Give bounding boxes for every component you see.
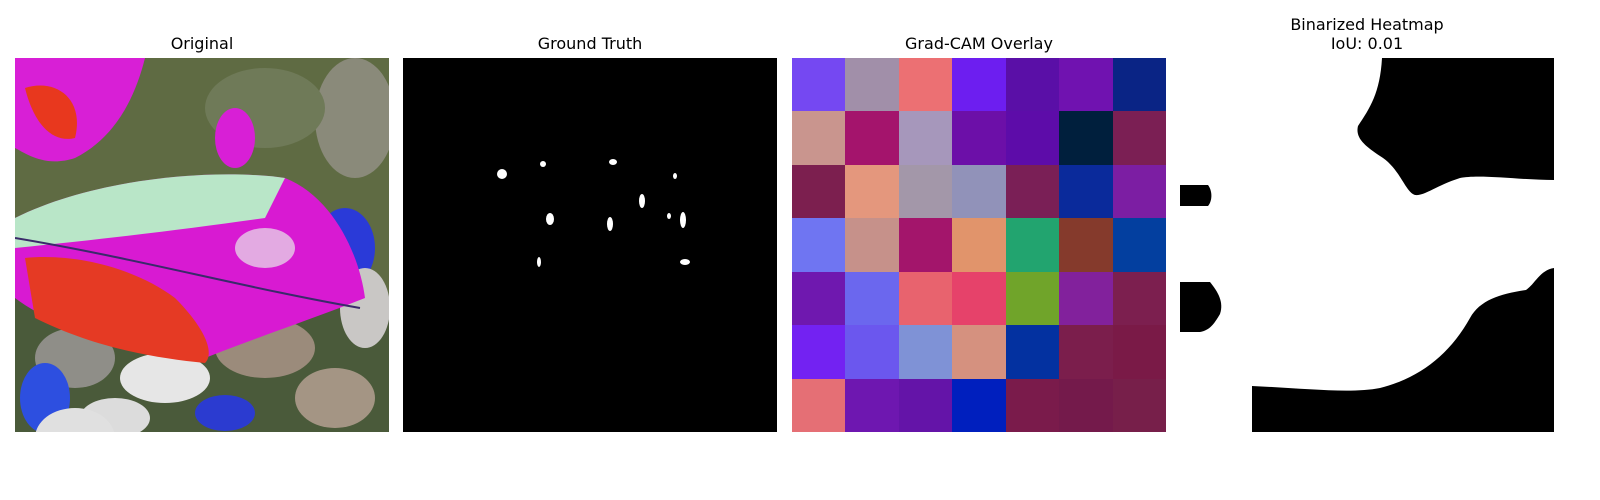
gradcam-cell bbox=[1005, 271, 1060, 326]
gradcam-cell bbox=[1005, 58, 1060, 112]
gradcam-title: Grad-CAM Overlay bbox=[905, 34, 1053, 53]
gradcam-cell bbox=[792, 271, 846, 326]
original-title: Original bbox=[170, 34, 234, 53]
gradcam-cell bbox=[792, 164, 846, 219]
gradcam-cell bbox=[898, 111, 953, 165]
gradcam-cell bbox=[845, 325, 899, 379]
gradcam-cell bbox=[952, 58, 1006, 112]
gradcam-cell bbox=[1059, 58, 1113, 112]
mask-blobs bbox=[403, 58, 777, 432]
gradcam-grid bbox=[792, 58, 1166, 432]
gradcam-cell bbox=[1005, 378, 1060, 432]
gradcam-cell bbox=[845, 164, 899, 219]
ground-truth-title: Ground Truth bbox=[537, 34, 643, 53]
gradcam-cell bbox=[792, 378, 846, 432]
gradcam-cell bbox=[952, 218, 1006, 272]
gradcam-cell bbox=[1059, 378, 1113, 432]
gradcam-cell bbox=[1112, 111, 1166, 165]
original-image bbox=[15, 58, 389, 432]
gradcam-cell bbox=[1059, 218, 1113, 272]
gradcam-cell bbox=[898, 271, 953, 326]
gradcam-cell bbox=[845, 58, 899, 112]
binary-mask bbox=[1180, 58, 1554, 432]
gradcam-cell bbox=[1059, 111, 1113, 165]
gradcam-cell bbox=[898, 325, 953, 379]
gradcam-cell bbox=[1112, 378, 1166, 432]
gradcam-cell bbox=[792, 58, 846, 112]
gradcam-cell bbox=[845, 271, 899, 326]
gradcam-cell bbox=[952, 164, 1006, 219]
gradcam-cell bbox=[952, 111, 1006, 165]
binarized-title: Binarized Heatmap IoU: 0.01 bbox=[1290, 15, 1444, 53]
gradcam-cell bbox=[952, 271, 1006, 326]
gradcam-cell bbox=[845, 111, 899, 165]
binarized-heatmap bbox=[1180, 58, 1554, 432]
gradcam-cell bbox=[1112, 271, 1166, 326]
gradcam-cell bbox=[1005, 164, 1060, 219]
gradcam-cell bbox=[792, 325, 846, 379]
gradcam-cell bbox=[1112, 164, 1166, 219]
gradcam-cell bbox=[1112, 218, 1166, 272]
ground-truth-mask bbox=[403, 58, 777, 432]
gradcam-cell bbox=[792, 111, 846, 165]
gradcam-cell bbox=[845, 218, 899, 272]
gradcam-cell bbox=[792, 218, 846, 272]
gradcam-cell bbox=[1112, 325, 1166, 379]
gradcam-cell bbox=[952, 325, 1006, 379]
gradcam-cell bbox=[952, 378, 1006, 432]
gradcam-cell bbox=[845, 378, 899, 432]
gradcam-cell bbox=[898, 58, 953, 112]
gradcam-overlay bbox=[792, 58, 1166, 432]
gradcam-cell bbox=[1005, 325, 1060, 379]
gradcam-cell bbox=[1059, 325, 1113, 379]
gradcam-cell bbox=[1059, 164, 1113, 219]
gradcam-cell bbox=[898, 378, 953, 432]
gradcam-cell bbox=[1005, 111, 1060, 165]
leaf-photo bbox=[15, 58, 389, 432]
gradcam-cell bbox=[1005, 218, 1060, 272]
gradcam-cell bbox=[898, 164, 953, 219]
gradcam-cell bbox=[1112, 58, 1166, 112]
gradcam-cell bbox=[898, 218, 953, 272]
gradcam-cell bbox=[1059, 271, 1113, 326]
